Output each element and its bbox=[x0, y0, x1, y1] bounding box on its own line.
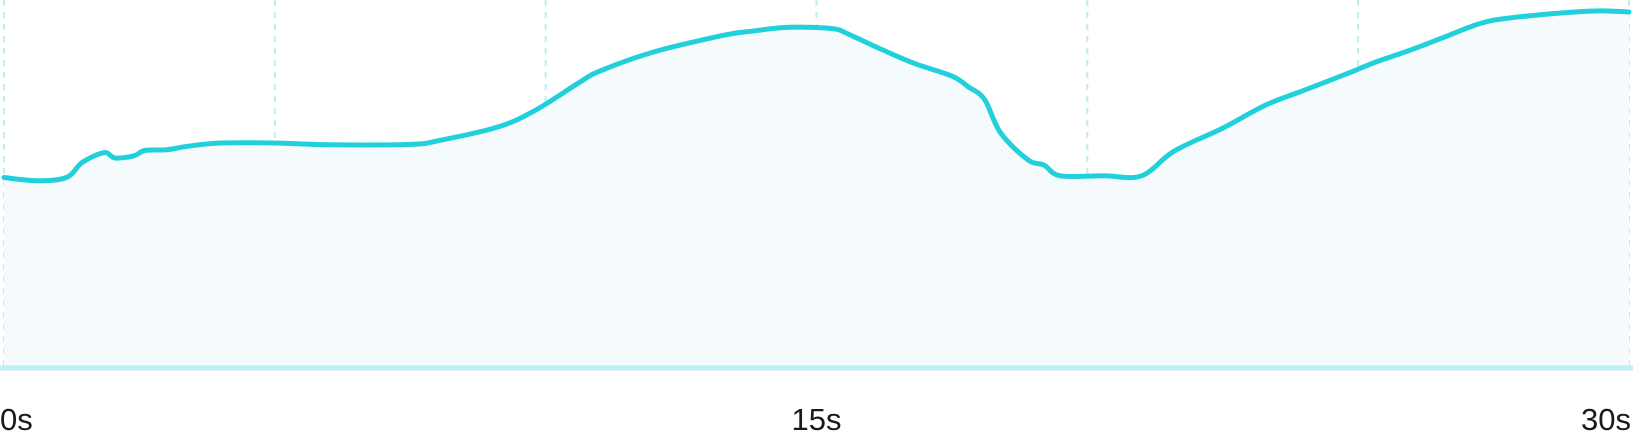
area-layer bbox=[4, 10, 1629, 369]
x-tick-label-30s: 30s bbox=[1581, 402, 1631, 435]
x-tick-label-15s: 15s bbox=[792, 402, 842, 435]
tick-label-layer: 0s 15s 30s bbox=[0, 402, 1631, 435]
series-area-fill bbox=[4, 10, 1629, 369]
line-layer bbox=[1, 8, 1632, 184]
x-tick-label-0s: 0s bbox=[0, 402, 33, 435]
series-line bbox=[1, 8, 1632, 184]
